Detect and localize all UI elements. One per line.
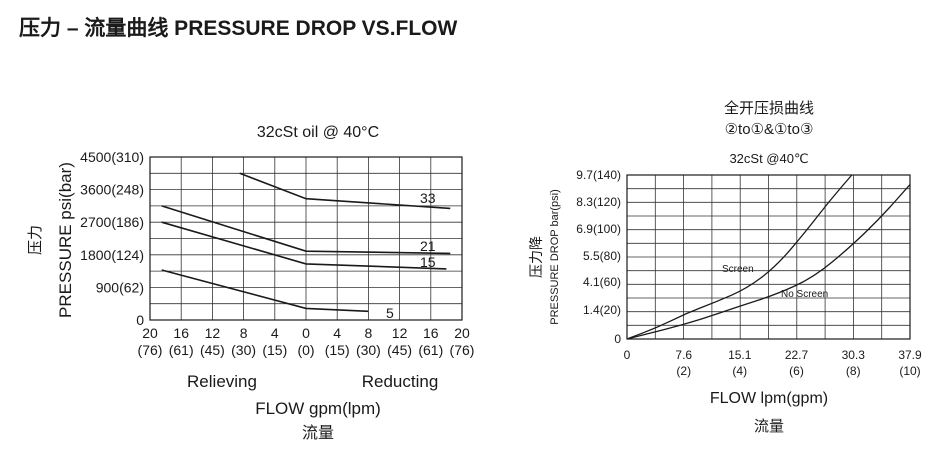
- chart2-oil-note: 32cSt @40℃: [729, 151, 808, 166]
- x-tick-label: 30.3: [842, 348, 866, 362]
- chart2-xlabel: FLOW lpm(gpm): [710, 390, 828, 407]
- x-tick-label: 20: [142, 325, 158, 341]
- series-line-5: [161, 269, 369, 313]
- chart2-subtitle: ②to①&①to③: [725, 121, 814, 138]
- chart2-title: 全开压损曲线: [724, 99, 814, 117]
- x-tick-label-lpm: (76): [450, 342, 475, 358]
- y-tick-label: 4500(310): [80, 149, 144, 165]
- curve-no-screen: [626, 184, 911, 340]
- y-tick-label: 4.1(60): [583, 275, 621, 289]
- x-tick-label-gpm: (6): [789, 364, 804, 378]
- x-tick-label: 7.6: [675, 348, 692, 362]
- curve-label-no-screen: No Screen: [781, 289, 828, 300]
- chart1-ylabel: PRESSURE psi(bar): [56, 162, 75, 318]
- series-line-15: [161, 221, 447, 270]
- x-tick-label: 0: [302, 325, 310, 341]
- curve-label-screen: Screen: [722, 264, 754, 275]
- x-tick-label-lpm: (0): [297, 342, 314, 358]
- x-section-relieving: Relieving: [187, 372, 257, 391]
- y-tick-label: 2700(186): [80, 214, 144, 230]
- x-tick-label-lpm: (15): [325, 342, 350, 358]
- pressure-chart-grid: [149, 156, 463, 321]
- page-title: 压力 – 流量曲线 PRESSURE DROP VS.FLOW: [19, 17, 458, 40]
- chart1-frame: [149, 156, 463, 321]
- x-section-reducting: Reducting: [362, 372, 439, 391]
- chart2-ylabel-cn: 压力降: [529, 236, 545, 278]
- series-label: 15: [420, 254, 436, 270]
- x-tick-label-lpm: (45): [200, 342, 225, 358]
- chart2-frame: [626, 174, 911, 340]
- x-tick-label-lpm: (30): [231, 342, 256, 358]
- chart1-xlabel-cn: 流量: [302, 423, 334, 442]
- x-tick-label: 8: [365, 325, 373, 341]
- y-tick-label: 1800(124): [80, 247, 144, 263]
- chart2-xlabel-cn: 流量: [754, 417, 784, 435]
- y-tick-label: 5.5(80): [583, 249, 621, 263]
- x-tick-label: 16: [423, 325, 439, 341]
- x-tick-label-gpm: (4): [732, 364, 747, 378]
- y-tick-label: 0: [614, 332, 621, 346]
- series-label: 5: [386, 305, 394, 321]
- x-tick-label: 0: [624, 348, 631, 362]
- x-tick-label: 15.1: [728, 348, 752, 362]
- series-line-33: [239, 172, 451, 210]
- x-tick-label-lpm: (61): [169, 342, 194, 358]
- y-tick-label: 0: [136, 312, 144, 328]
- series-label: 21: [420, 238, 436, 254]
- y-tick-label: 6.9(100): [576, 222, 621, 236]
- x-tick-label-gpm: (10): [899, 364, 920, 378]
- x-tick-label: 37.9: [898, 348, 922, 362]
- y-tick-label: 9.7(140): [576, 168, 621, 182]
- x-tick-label: 4: [333, 325, 341, 341]
- x-tick-label-lpm: (61): [418, 342, 443, 358]
- curve-screen: [626, 174, 853, 340]
- y-tick-label: 8.3(120): [576, 195, 621, 209]
- x-tick-label: 16: [173, 325, 189, 341]
- x-tick-label-lpm: (15): [262, 342, 287, 358]
- x-tick-label-lpm: (45): [387, 342, 412, 358]
- x-tick-label: 20: [454, 325, 470, 341]
- chart2-ylabel: PRESSURE DROP bar(psi): [549, 189, 561, 325]
- x-tick-label-lpm: (30): [356, 342, 381, 358]
- chart1-xlabel: FLOW gpm(lpm): [255, 399, 381, 418]
- flow-chart-grid: [626, 174, 911, 340]
- series-line-21: [161, 205, 451, 255]
- x-tick-label: 4: [271, 325, 279, 341]
- chart1-ylabel-cn: 压力: [26, 225, 44, 255]
- x-tick-label-lpm: (76): [138, 342, 163, 358]
- x-tick-label: 22.7: [785, 348, 809, 362]
- x-tick-label-gpm: (2): [676, 364, 691, 378]
- x-tick-label: 12: [392, 325, 408, 341]
- chart1-title: 32cSt oil @ 40°C: [257, 124, 379, 141]
- y-tick-label: 3600(248): [80, 182, 144, 198]
- x-tick-label: 8: [240, 325, 248, 341]
- x-tick-label: 12: [205, 325, 221, 341]
- series-label: 33: [420, 190, 436, 206]
- y-tick-label: 900(62): [96, 279, 144, 295]
- y-tick-label: 1.4(20): [583, 303, 621, 317]
- x-tick-label-gpm: (8): [846, 364, 861, 378]
